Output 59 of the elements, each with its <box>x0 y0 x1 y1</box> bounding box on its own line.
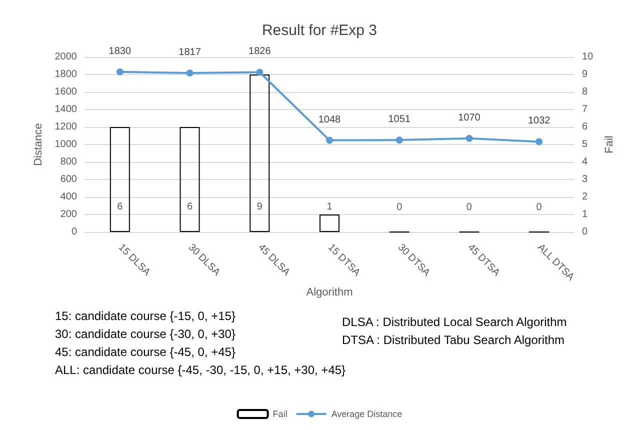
legend-label: Fail <box>272 409 288 419</box>
y2-axis-title: Fail <box>604 136 616 154</box>
point <box>256 68 264 76</box>
data-label: 1826 <box>248 46 272 58</box>
y2-tick-label: 6 <box>582 122 588 132</box>
y-tick-label: 1600 <box>54 86 78 98</box>
data-label: 9 <box>256 202 263 212</box>
y-tick-label: 2000 <box>54 52 78 62</box>
data-label: 1 <box>326 202 333 212</box>
y-tick-label: 1000 <box>54 139 78 150</box>
y-tick-label: 200 <box>60 209 78 220</box>
y2-tick-label: 8 <box>582 86 588 98</box>
y2-tick-label: 5 <box>582 139 588 150</box>
text: ALL: candidate course {-45, -30, -15, 0, +15, +30, +45} <box>55 363 346 377</box>
data-label: 1032 <box>528 116 551 127</box>
data-label: 6 <box>187 202 194 212</box>
data-label: 1070 <box>458 112 481 124</box>
x-axis-title: Algorithm <box>306 286 353 298</box>
y-axis-title: Distance <box>32 123 44 166</box>
data-label: 1817 <box>178 47 202 58</box>
bar <box>250 74 270 232</box>
y-tick-label: 400 <box>60 192 78 202</box>
text: 45: candidate course {-45, 0, +45} <box>55 345 236 359</box>
y2-tick-label: 1 <box>582 209 588 220</box>
text: 15: candidate course {-15, 0, +15} <box>55 309 236 323</box>
chart-title: Result for #Exp 3 <box>262 22 378 39</box>
bar <box>180 127 200 232</box>
y2-tick-label: 7 <box>582 104 588 115</box>
y-tick-label: 800 <box>60 156 78 168</box>
y2-tick-label: 0 <box>582 226 588 238</box>
y2-tick-label: 4 <box>582 156 588 168</box>
point <box>116 68 124 76</box>
bar <box>320 214 340 232</box>
data-label: 1830 <box>108 46 132 57</box>
text: 30: candidate course {-30, 0, +30} <box>55 327 236 341</box>
y2-tick-label: 3 <box>582 174 588 185</box>
legend-label: Average Distance <box>331 409 402 419</box>
point <box>466 134 473 142</box>
text: DTSA : Distributed Tabu Search Algorithm <box>342 333 565 347</box>
y2-tick-label: 9 <box>582 69 588 80</box>
text: DLSA : Distributed Local Search Algorithm <box>342 315 567 329</box>
y-tick-label: 1400 <box>54 104 78 115</box>
y2-tick-label: 2 <box>582 192 588 202</box>
y-tick-label: 600 <box>60 174 78 185</box>
point <box>326 136 333 144</box>
bar <box>110 127 130 232</box>
point <box>536 138 543 146</box>
y2-tick-label: 10 <box>582 52 594 62</box>
data-label: 1051 <box>388 114 411 126</box>
y-tick-label: 0 <box>71 226 78 238</box>
data-label: 6 <box>117 202 124 212</box>
data-label: 1048 <box>318 114 342 126</box>
y-tick-label: 1200 <box>54 122 78 132</box>
point <box>186 70 194 77</box>
data-label: 0 <box>396 202 403 213</box>
y-tick-label: 1800 <box>54 69 78 80</box>
point <box>396 136 403 144</box>
data-label: 0 <box>536 202 542 213</box>
data-label: 0 <box>466 202 472 213</box>
